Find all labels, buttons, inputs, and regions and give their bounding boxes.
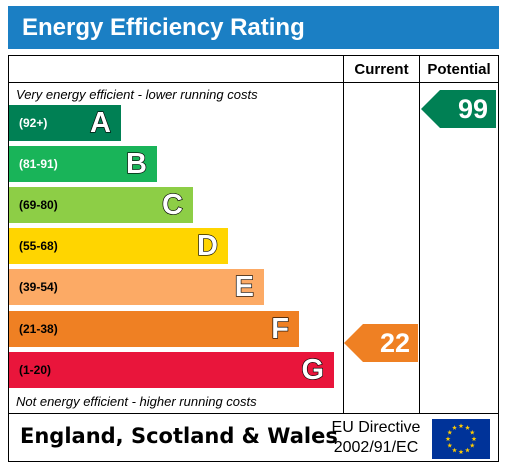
- band-range: (55-68): [19, 239, 58, 253]
- current-rating-value: 22: [379, 327, 410, 358]
- band-letter: G: [301, 353, 325, 386]
- rating-band-b: (81-91) B: [9, 146, 157, 182]
- eu-flag-icon: [432, 419, 490, 459]
- eu-star-icon: [458, 449, 464, 455]
- band-range: (1-20): [19, 363, 52, 377]
- band-range: (39-54): [19, 280, 58, 294]
- rating-band-g: (1-20) G: [9, 352, 334, 388]
- band-letter: A: [89, 106, 111, 139]
- band-range: (21-38): [19, 322, 58, 336]
- eu-star-icon: [452, 425, 457, 430]
- note-efficient: Very energy efficient - lower running co…: [16, 87, 258, 102]
- eu-star-icon: [469, 442, 475, 448]
- eu-star-icon: [445, 436, 451, 442]
- note-inefficient: Not energy efficient - higher running co…: [16, 394, 257, 409]
- rating-band-e: (39-54) E: [9, 269, 264, 305]
- eu-star-icon: [452, 447, 457, 453]
- eu-directive: EU Directive 2002/91/EC: [326, 418, 426, 458]
- rating-table: [8, 55, 499, 462]
- band-letter: C: [161, 188, 183, 221]
- eu-star-icon: [465, 447, 470, 453]
- header-divider: [8, 82, 499, 83]
- eu-star-icon: [447, 442, 453, 448]
- band-letter: F: [271, 312, 290, 345]
- column-divider-current: [343, 55, 344, 413]
- column-header-potential: Potential: [427, 60, 491, 78]
- eu-star-icon: [447, 429, 453, 435]
- rating-band-f: (21-38) F: [9, 311, 299, 347]
- footer-divider: [8, 413, 499, 414]
- column-divider-potential: [419, 55, 420, 413]
- potential-rating-value: 99: [457, 93, 488, 124]
- potential-rating-arrow: 99: [421, 90, 496, 128]
- rating-band-a: (92+) A: [9, 105, 121, 141]
- eu-star-icon: [458, 423, 464, 429]
- band-range: (69-80): [19, 198, 58, 212]
- band-letter: E: [234, 270, 255, 303]
- current-rating-arrow: 22: [344, 324, 418, 362]
- page-title-text: Energy Efficiency Rating: [22, 13, 305, 41]
- footer-region: England, Scotland & Wales: [20, 424, 338, 448]
- band-letter: B: [125, 147, 147, 180]
- eu-star-icon: [469, 429, 475, 435]
- eu-star-icon: [471, 436, 477, 442]
- column-header-current: Current: [354, 60, 409, 78]
- band-range: (92+): [19, 116, 48, 130]
- band-range: (81-91): [19, 157, 58, 171]
- eu-directive-line2: 2002/91/EC: [333, 439, 419, 456]
- page-title: Energy Efficiency Rating: [8, 6, 499, 49]
- eu-star-icon: [465, 425, 470, 430]
- rating-band-d: (55-68) D: [9, 228, 228, 264]
- eu-directive-line1: EU Directive: [331, 419, 421, 436]
- band-letter: D: [196, 229, 218, 262]
- rating-band-c: (69-80) C: [9, 187, 193, 223]
